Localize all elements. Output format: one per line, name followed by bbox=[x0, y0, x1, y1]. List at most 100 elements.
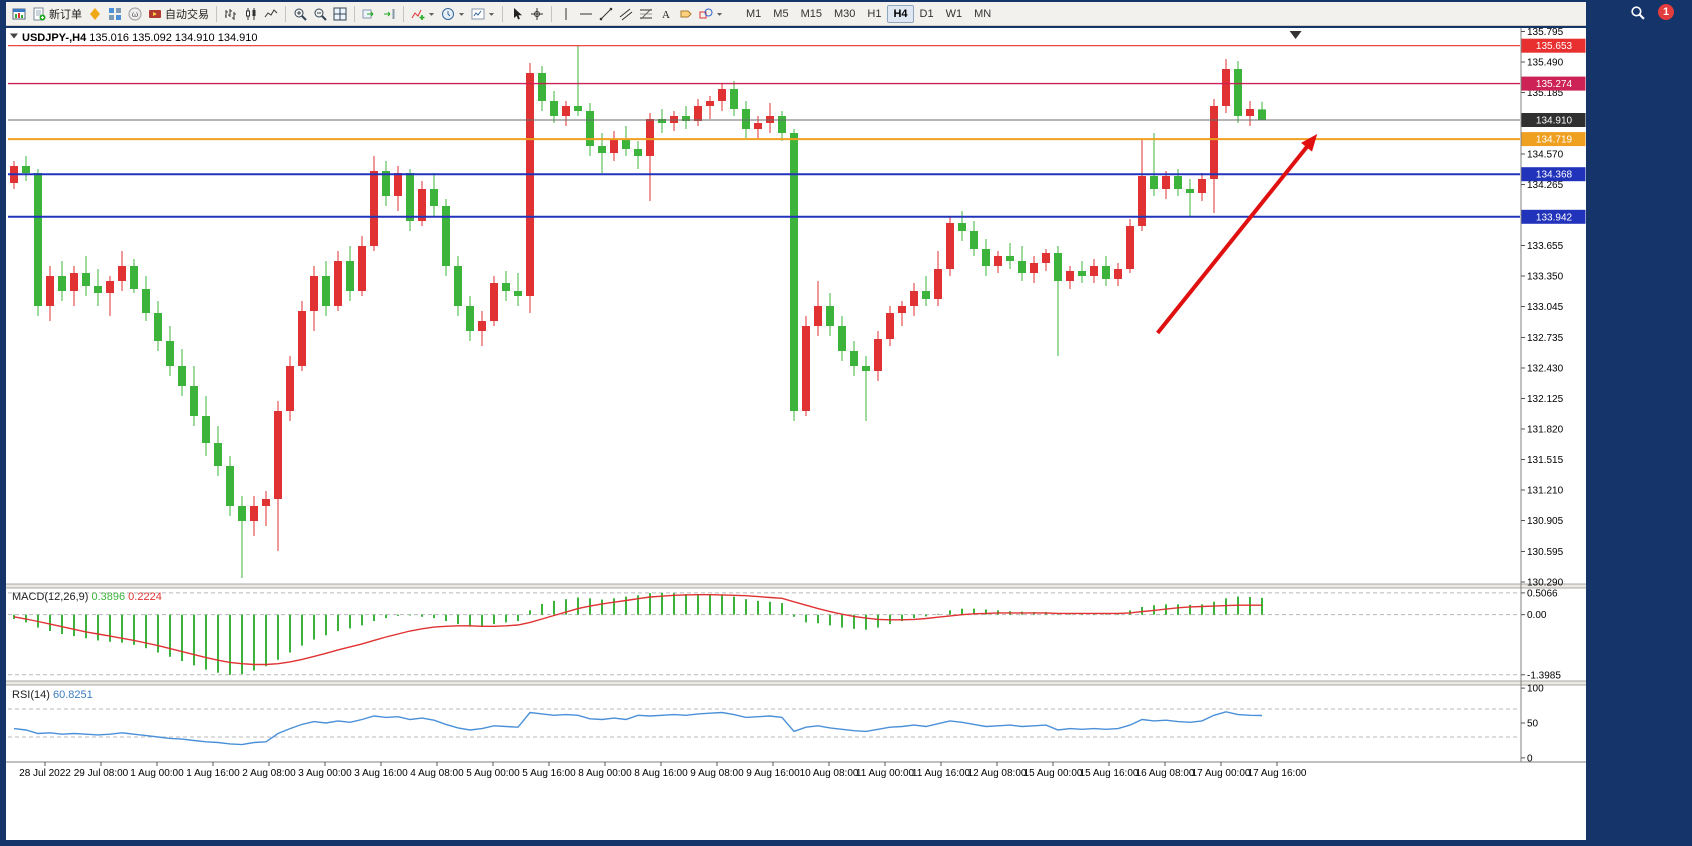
timeframe-m30[interactable]: M30 bbox=[833, 7, 856, 20]
chart-window-button[interactable] bbox=[9, 4, 29, 24]
cursor-button[interactable] bbox=[507, 4, 527, 24]
chart-window: 135.795135.490135.185134.880134.570134.2… bbox=[6, 28, 1586, 840]
candlestick-chart-icon bbox=[244, 7, 258, 21]
trend-arrow[interactable] bbox=[1156, 142, 1312, 335]
search-button[interactable] bbox=[1630, 5, 1645, 25]
autotrading-button[interactable]: 自动交易 bbox=[145, 4, 212, 24]
new-order-button[interactable]: 新订单 bbox=[29, 4, 85, 24]
timeframe-m15[interactable]: M15 bbox=[800, 7, 822, 20]
svg-text:9 Aug 08:00: 9 Aug 08:00 bbox=[690, 768, 744, 779]
price-label-box-135.653[interactable] bbox=[1521, 38, 1586, 53]
svg-text:134.265: 134.265 bbox=[1527, 180, 1564, 191]
svg-text:A: A bbox=[662, 9, 670, 21]
caret-down-icon bbox=[488, 7, 495, 21]
periods-button[interactable] bbox=[438, 4, 468, 24]
bar-chart-button[interactable] bbox=[221, 4, 241, 24]
svg-text:130.905: 130.905 bbox=[1527, 516, 1564, 527]
chart-shift-marker[interactable] bbox=[1289, 31, 1302, 39]
crosshair-button[interactable] bbox=[527, 4, 547, 24]
horizontal-line-button[interactable] bbox=[576, 4, 596, 24]
svg-text:133.045: 133.045 bbox=[1527, 302, 1564, 313]
svg-text:28 Jul 2022: 28 Jul 2022 bbox=[19, 768, 71, 779]
timeframe-m5[interactable]: M5 bbox=[773, 7, 789, 20]
svg-text:133.350: 133.350 bbox=[1527, 272, 1564, 283]
svg-text:9 Aug 16:00: 9 Aug 16:00 bbox=[746, 768, 800, 779]
svg-text:2 Aug 08:00: 2 Aug 08:00 bbox=[242, 768, 296, 779]
timeframe-h4[interactable]: H4 bbox=[887, 4, 914, 23]
notification-badge[interactable]: 1 bbox=[1658, 4, 1674, 20]
svg-text:11 Aug 00:00: 11 Aug 00:00 bbox=[856, 768, 915, 779]
tile-windows-button[interactable] bbox=[330, 4, 350, 24]
channel-button[interactable] bbox=[616, 4, 636, 24]
vertical-line-button[interactable] bbox=[556, 4, 576, 24]
templates-button[interactable] bbox=[468, 4, 498, 24]
svg-text:USDJPY-,H4 135.016 135.092 134: USDJPY-,H4 135.016 135.092 134.910 134.9… bbox=[22, 32, 257, 44]
candles-layer bbox=[10, 46, 1266, 578]
price-label-box-134.910[interactable] bbox=[1521, 113, 1586, 127]
crosshair-icon bbox=[530, 7, 544, 21]
svg-text:131.210: 131.210 bbox=[1527, 486, 1564, 497]
svg-text:0.5066: 0.5066 bbox=[1527, 588, 1558, 599]
price-axis[interactable]: 135.795135.490135.185134.880134.570134.2… bbox=[1521, 28, 1586, 589]
svg-text:11 Aug 16:00: 11 Aug 16:00 bbox=[912, 768, 971, 779]
svg-text:8 Aug 16:00: 8 Aug 16:00 bbox=[634, 768, 688, 779]
svg-text:ω: ω bbox=[132, 10, 138, 19]
svg-text:MACD(12,26,9) 0.3896 0.2224: MACD(12,26,9) 0.3896 0.2224 bbox=[12, 591, 162, 603]
autotrading-button-label: 自动交易 bbox=[165, 8, 209, 21]
macd-panel: 0.5066 0.00 -1.3985 MACD(12,26,9) 0.3896 0.… bbox=[8, 588, 1561, 681]
svg-text:131.820: 131.820 bbox=[1527, 425, 1564, 436]
time-axis[interactable]: 28 Jul 2022 29 Jul 08:00 1 Aug 00:00 1 Aug … bbox=[19, 762, 1307, 779]
timeframe-d1[interactable]: D1 bbox=[919, 7, 934, 20]
svg-text:133.942: 133.942 bbox=[1536, 212, 1573, 223]
auto-scroll-button[interactable] bbox=[359, 4, 379, 24]
layouts-icon bbox=[108, 7, 122, 21]
price-label-box-134.719[interactable] bbox=[1521, 132, 1586, 147]
timeframe-h1[interactable]: H1 bbox=[867, 7, 882, 20]
timeframe-m1[interactable]: M1 bbox=[746, 7, 762, 20]
metaeditor-button[interactable] bbox=[85, 4, 105, 24]
svg-text:5 Aug 16:00: 5 Aug 16:00 bbox=[522, 768, 576, 779]
timeframe-w1[interactable]: W1 bbox=[945, 7, 963, 20]
shapes-button[interactable] bbox=[696, 4, 726, 24]
svg-text:135.653: 135.653 bbox=[1536, 41, 1573, 52]
caret-down-icon bbox=[716, 7, 723, 21]
vline-icon bbox=[559, 7, 573, 21]
fibonacci-button[interactable] bbox=[636, 4, 656, 24]
svg-text:-1.3985: -1.3985 bbox=[1527, 670, 1561, 681]
omega-icon: ω bbox=[128, 7, 142, 21]
arrows-button[interactable] bbox=[676, 4, 696, 24]
line-chart-button[interactable] bbox=[261, 4, 281, 24]
svg-text:135.274: 135.274 bbox=[1536, 79, 1573, 90]
zoom-out-button[interactable] bbox=[310, 4, 330, 24]
fibonacci-icon bbox=[639, 7, 653, 21]
timeframe-mn[interactable]: MN bbox=[974, 7, 992, 20]
indicators-button[interactable] bbox=[408, 4, 438, 24]
svg-text:17 Aug 16:00: 17 Aug 16:00 bbox=[1248, 768, 1307, 779]
experts-button[interactable]: ω bbox=[125, 4, 145, 24]
templates-icon bbox=[471, 7, 485, 21]
trendline-button[interactable] bbox=[596, 4, 616, 24]
text-icon: A bbox=[659, 7, 673, 21]
rsi-panel: 100 50 0 RSI(14) 60.8251 bbox=[8, 684, 1544, 764]
price-label-box-134.368[interactable] bbox=[1521, 167, 1586, 182]
price-label-box-135.274[interactable] bbox=[1521, 76, 1586, 91]
svg-text:1 Aug 00:00: 1 Aug 00:00 bbox=[130, 768, 184, 779]
chart-quote[interactable]: USDJPY-,H4 135.016 135.092 134.910 134.9… bbox=[10, 32, 257, 44]
chart-shift-button[interactable] bbox=[379, 4, 399, 24]
candlestick-chart-button[interactable] bbox=[241, 4, 261, 24]
price-label-box-133.942[interactable] bbox=[1521, 209, 1586, 224]
new-order-button-label: 新订单 bbox=[49, 8, 82, 21]
text-button[interactable]: A bbox=[656, 4, 676, 24]
line-chart-icon bbox=[264, 7, 278, 21]
svg-text:100: 100 bbox=[1527, 684, 1544, 695]
arrows-label-icon bbox=[679, 7, 693, 21]
main-toolbar: 新订单 ω 自动交易 A M1 M5 M15 M30 H1 H4 D1 W1 MN bbox=[6, 2, 1586, 26]
trend-arrow-head bbox=[1301, 134, 1318, 152]
svg-text:132.735: 132.735 bbox=[1527, 333, 1564, 344]
layouts-button[interactable] bbox=[105, 4, 125, 24]
chart-canvas[interactable]: 135.795135.490135.185134.880134.570134.2… bbox=[6, 28, 1586, 840]
quote-collapse-icon[interactable] bbox=[10, 33, 18, 39]
svg-text:0.00: 0.00 bbox=[1527, 610, 1547, 621]
zoom-in-button[interactable] bbox=[290, 4, 310, 24]
